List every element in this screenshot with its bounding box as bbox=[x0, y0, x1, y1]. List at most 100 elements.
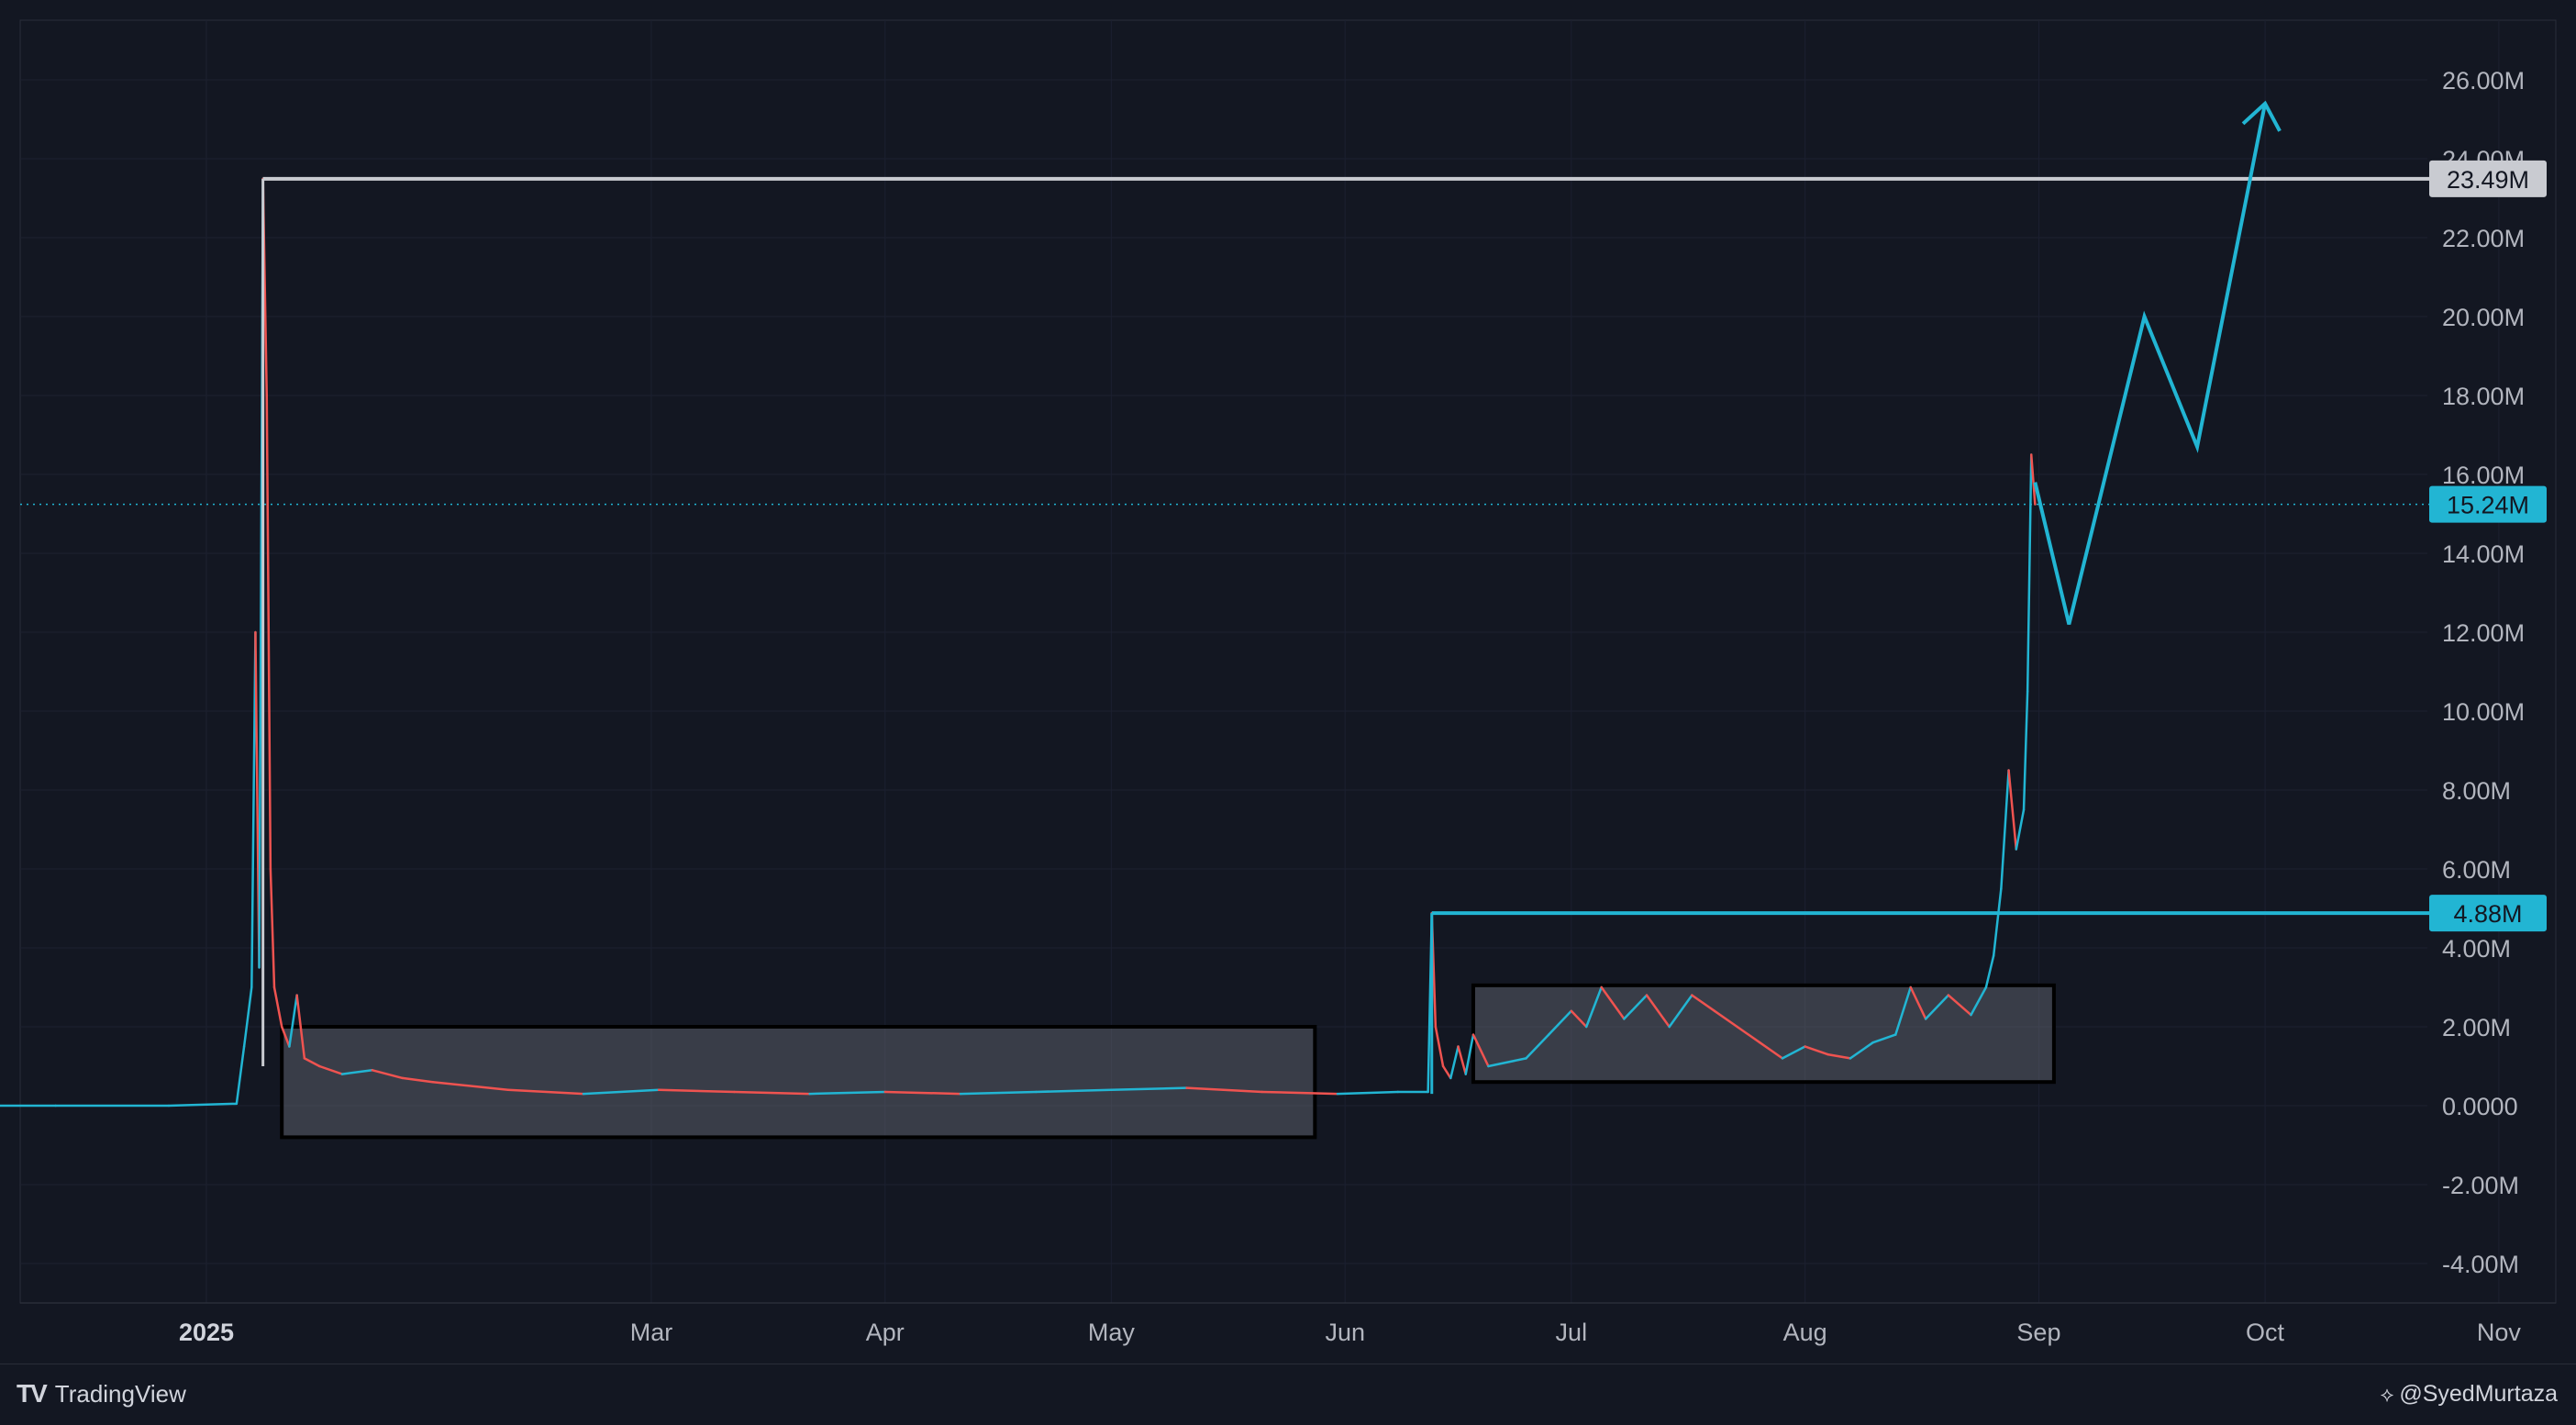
author-name: @SyedMurtaza bbox=[2399, 1381, 2558, 1407]
x-tick-label: 2025 bbox=[179, 1319, 234, 1346]
price-segment bbox=[431, 1080, 510, 1092]
price-segment bbox=[1585, 985, 1603, 1029]
last-price-tag-bg bbox=[2429, 485, 2547, 523]
y-tick-label: 8.00M bbox=[2442, 777, 2511, 805]
price-segment bbox=[235, 1045, 246, 1106]
level-tag-1: 23.49M bbox=[2447, 166, 2529, 194]
x-tick-label: Mar bbox=[630, 1319, 673, 1346]
price-segment bbox=[883, 1090, 962, 1096]
price-segment bbox=[1570, 1009, 1588, 1029]
price-segment bbox=[1185, 1086, 1264, 1094]
price-segment bbox=[2015, 808, 2026, 851]
price-segment bbox=[340, 1069, 374, 1075]
price-segment bbox=[272, 985, 283, 1029]
y-tick-label: 16.00M bbox=[2442, 462, 2525, 489]
y-tick-label: 26.00M bbox=[2442, 67, 2525, 95]
x-tick-label: Jul bbox=[1556, 1319, 1588, 1346]
level-tag-2: 4.88M bbox=[2453, 900, 2522, 928]
price-segment bbox=[250, 630, 257, 989]
y-tick-label: 14.00M bbox=[2442, 540, 2525, 568]
price-segment bbox=[295, 994, 306, 1060]
price-labels: 23.49M 15.24M 4.88M bbox=[2429, 160, 2547, 932]
author-icon: ⟡ bbox=[2380, 1382, 2394, 1406]
author[interactable]: ⟡ @SyedMurtaza bbox=[2381, 1381, 2558, 1408]
price-segment bbox=[1827, 1052, 1852, 1060]
price-segment bbox=[1947, 994, 1972, 1017]
price-segment bbox=[265, 394, 272, 871]
price-segment bbox=[1434, 1025, 1445, 1068]
price-segment bbox=[2007, 769, 2018, 851]
projection-arrowhead bbox=[2241, 100, 2282, 132]
price-segment bbox=[1781, 1045, 1806, 1060]
price-segment bbox=[280, 1025, 291, 1048]
price-segment bbox=[1871, 1033, 1897, 1044]
footer: TV TradingView ⟡ @SyedMurtaza bbox=[0, 1364, 2576, 1425]
price-segment bbox=[1645, 994, 1671, 1029]
price-segment bbox=[733, 1090, 811, 1096]
y-tick-label: 0.0000 bbox=[2442, 1093, 2518, 1120]
price-segment bbox=[1992, 887, 2003, 957]
y-tick-label: 22.00M bbox=[2442, 225, 2525, 252]
price-segment bbox=[582, 1088, 661, 1096]
price-segment bbox=[1984, 954, 1995, 989]
y-tick-label: 10.00M bbox=[2442, 698, 2525, 726]
price-segment bbox=[1457, 1045, 1467, 1075]
x-tick-label: Oct bbox=[2246, 1319, 2285, 1346]
price-segment bbox=[1525, 1033, 1550, 1060]
price-segment bbox=[1336, 1090, 1400, 1096]
price-segment bbox=[371, 1069, 404, 1080]
y-axis: 26.00M24.00M22.00M20.00M18.00M16.00M14.0… bbox=[2442, 67, 2525, 1278]
price-segment bbox=[401, 1076, 434, 1084]
price-segment bbox=[1691, 994, 1716, 1013]
y-tick-label: 20.00M bbox=[2442, 304, 2525, 331]
price-segment bbox=[1894, 985, 1912, 1036]
x-tick-label: Sep bbox=[2016, 1319, 2060, 1346]
y-tick-label: -4.00M bbox=[2442, 1251, 2519, 1278]
x-tick-label: Nov bbox=[2477, 1319, 2522, 1346]
level-lines bbox=[20, 176, 2435, 1095]
price-segment bbox=[1441, 1064, 1452, 1080]
x-tick-label: Jun bbox=[1325, 1319, 1365, 1346]
price-segment bbox=[1449, 1045, 1460, 1080]
brand[interactable]: TV TradingView bbox=[17, 1379, 186, 1408]
price-segment bbox=[1924, 994, 1950, 1020]
range-box-2 bbox=[1471, 983, 2056, 1085]
chart-canvas[interactable]: 26.00M24.00M22.00M20.00M18.00M16.00M14.0… bbox=[0, 0, 2576, 1364]
price-segment bbox=[506, 1088, 585, 1096]
price-segment bbox=[959, 1090, 1038, 1096]
level-tag-2-bg bbox=[2429, 895, 2547, 932]
price-segment bbox=[1034, 1088, 1113, 1094]
y-tick-label: 4.00M bbox=[2442, 935, 2511, 963]
y-tick-label: 18.00M bbox=[2442, 383, 2525, 410]
price-segment bbox=[1110, 1086, 1188, 1092]
price-segment bbox=[2029, 453, 2037, 506]
price-segment bbox=[318, 1064, 344, 1075]
price-segment bbox=[2000, 769, 2010, 890]
price-segment bbox=[1260, 1090, 1339, 1096]
x-tick-label: Aug bbox=[1783, 1319, 1827, 1346]
price-segment bbox=[167, 1102, 239, 1108]
price-segment bbox=[808, 1090, 887, 1096]
price-segment bbox=[1464, 1033, 1475, 1075]
grid bbox=[19, 19, 2557, 1304]
x-tick-label: May bbox=[1088, 1319, 1136, 1346]
price-segment bbox=[1487, 1057, 1527, 1068]
price-segment bbox=[1759, 1041, 1784, 1060]
price-segment bbox=[1471, 1033, 1490, 1068]
plot-frame bbox=[19, 19, 2557, 1304]
brand-name: TradingView bbox=[54, 1379, 186, 1408]
price-segment bbox=[1736, 1025, 1761, 1044]
price-segment bbox=[2022, 690, 2029, 811]
tradingview-logo-icon: TV bbox=[17, 1379, 48, 1408]
price-segment bbox=[1970, 985, 1988, 1017]
price-segment bbox=[1623, 994, 1649, 1020]
price-segment bbox=[303, 1057, 321, 1068]
x-tick-label: Apr bbox=[866, 1319, 905, 1346]
last-price-tag: 15.24M bbox=[2447, 492, 2529, 519]
price-segment bbox=[1547, 1009, 1573, 1036]
projection-path bbox=[2033, 103, 2268, 625]
price-segment bbox=[2026, 453, 2033, 693]
projection-arrow bbox=[2033, 100, 2282, 625]
price-segment bbox=[288, 994, 298, 1048]
y-tick-label: 2.00M bbox=[2442, 1014, 2511, 1041]
